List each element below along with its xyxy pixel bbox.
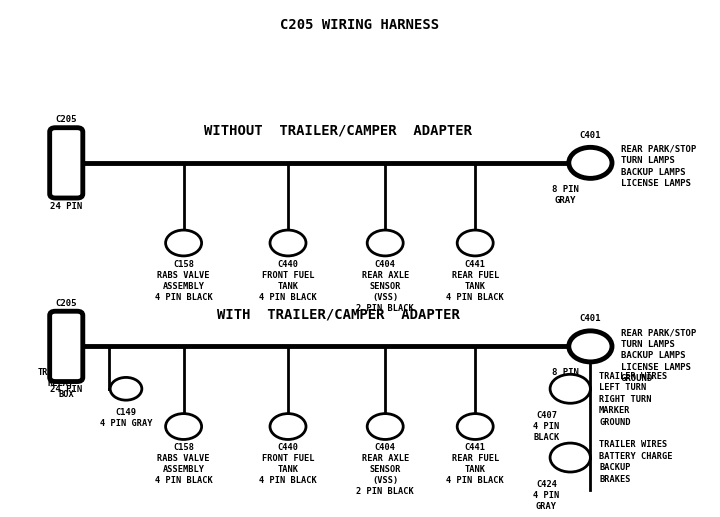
Text: 24 PIN: 24 PIN xyxy=(50,202,82,210)
Text: REAR PARK/STOP
TURN LAMPS
BACKUP LAMPS
LICENSE LAMPS
GROUND: REAR PARK/STOP TURN LAMPS BACKUP LAMPS L… xyxy=(621,328,696,383)
Text: C158
RABS VALVE
ASSEMBLY
4 PIN BLACK: C158 RABS VALVE ASSEMBLY 4 PIN BLACK xyxy=(155,260,212,302)
Text: C441
REAR FUEL
TANK
4 PIN BLACK: C441 REAR FUEL TANK 4 PIN BLACK xyxy=(446,443,504,485)
Text: C149
4 PIN GRAY: C149 4 PIN GRAY xyxy=(100,408,152,428)
Circle shape xyxy=(367,230,403,256)
Circle shape xyxy=(166,230,202,256)
Text: C205: C205 xyxy=(55,115,77,124)
Text: C205: C205 xyxy=(55,299,77,308)
Text: 8 PIN
GRAY: 8 PIN GRAY xyxy=(552,185,579,205)
Text: C424
4 PIN
GRAY: C424 4 PIN GRAY xyxy=(534,480,559,511)
Text: C441
REAR FUEL
TANK
4 PIN BLACK: C441 REAR FUEL TANK 4 PIN BLACK xyxy=(446,260,504,302)
Text: C407
4 PIN
BLACK: C407 4 PIN BLACK xyxy=(534,411,559,442)
Circle shape xyxy=(569,331,612,362)
Text: TRAILER WIRES
LEFT TURN
RIGHT TURN
MARKER
GROUND: TRAILER WIRES LEFT TURN RIGHT TURN MARKE… xyxy=(599,372,667,427)
Text: C404
REAR AXLE
SENSOR
(VSS)
2 PIN BLACK: C404 REAR AXLE SENSOR (VSS) 2 PIN BLACK xyxy=(356,260,414,313)
Text: C401: C401 xyxy=(580,131,601,140)
Circle shape xyxy=(569,147,612,178)
FancyBboxPatch shape xyxy=(50,311,83,382)
Circle shape xyxy=(110,377,142,400)
Circle shape xyxy=(367,414,403,439)
Text: C440
FRONT FUEL
TANK
4 PIN BLACK: C440 FRONT FUEL TANK 4 PIN BLACK xyxy=(259,443,317,485)
Text: WITH  TRAILER/CAMPER  ADAPTER: WITH TRAILER/CAMPER ADAPTER xyxy=(217,307,460,322)
Circle shape xyxy=(166,414,202,439)
Text: REAR PARK/STOP
TURN LAMPS
BACKUP LAMPS
LICENSE LAMPS: REAR PARK/STOP TURN LAMPS BACKUP LAMPS L… xyxy=(621,145,696,188)
Text: 8 PIN
GRAY: 8 PIN GRAY xyxy=(552,368,579,388)
Text: C440
FRONT FUEL
TANK
4 PIN BLACK: C440 FRONT FUEL TANK 4 PIN BLACK xyxy=(259,260,317,302)
Circle shape xyxy=(550,374,590,403)
Text: WITHOUT  TRAILER/CAMPER  ADAPTER: WITHOUT TRAILER/CAMPER ADAPTER xyxy=(204,124,472,138)
Circle shape xyxy=(270,230,306,256)
Text: C401: C401 xyxy=(580,314,601,323)
Circle shape xyxy=(457,414,493,439)
Text: C404
REAR AXLE
SENSOR
(VSS)
2 PIN BLACK: C404 REAR AXLE SENSOR (VSS) 2 PIN BLACK xyxy=(356,443,414,496)
Text: TRAILER WIRES
BATTERY CHARGE
BACKUP
BRAKES: TRAILER WIRES BATTERY CHARGE BACKUP BRAK… xyxy=(599,440,672,484)
Text: 24 PIN: 24 PIN xyxy=(50,385,82,394)
Circle shape xyxy=(457,230,493,256)
Text: TRAILER
RELAY
BOX: TRAILER RELAY BOX xyxy=(37,368,74,399)
Circle shape xyxy=(270,414,306,439)
Circle shape xyxy=(550,443,590,472)
FancyBboxPatch shape xyxy=(50,128,83,198)
Text: C158
RABS VALVE
ASSEMBLY
4 PIN BLACK: C158 RABS VALVE ASSEMBLY 4 PIN BLACK xyxy=(155,443,212,485)
Text: C205 WIRING HARNESS: C205 WIRING HARNESS xyxy=(280,18,440,32)
